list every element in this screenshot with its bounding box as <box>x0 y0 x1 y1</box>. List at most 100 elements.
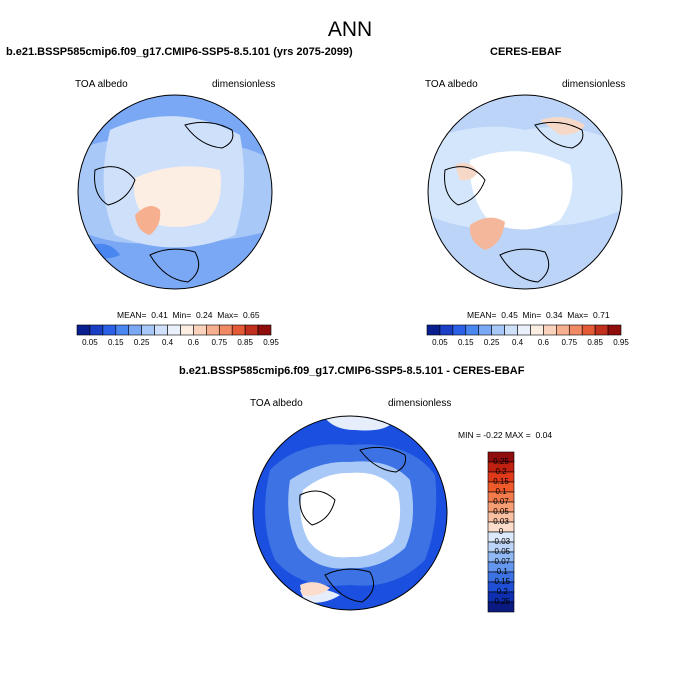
colorbar-swatch <box>141 324 155 336</box>
colorbar-swatch <box>180 324 194 336</box>
colorbar-swatch <box>89 324 104 336</box>
map1-coastlines <box>94 121 234 283</box>
colorbar-tick-label: 0.1 <box>495 487 507 496</box>
colorbar-tick-label: -0.05 <box>491 547 511 556</box>
colorbar-swatch <box>218 324 233 336</box>
colorbar-swatch <box>530 324 544 336</box>
colorbar-swatch <box>465 324 480 336</box>
map2-sea-ice <box>469 151 573 230</box>
colorbar-swatch <box>607 324 622 336</box>
colorbar-swatch <box>206 324 220 336</box>
panel1-max-label: Max= <box>217 310 239 320</box>
colorbar-tick-label: -0.25 <box>491 597 511 606</box>
colorbar-swatch <box>478 324 492 336</box>
panel1-stats: MEAN= 0.41 Min= 0.24 Max= 0.65 <box>117 310 260 320</box>
colorbar-swatch <box>504 324 518 336</box>
colorbar-swatch <box>491 324 505 336</box>
map3-sea-ice <box>300 472 401 558</box>
colorbar-swatch <box>257 324 272 336</box>
colorbar-tick-label: 0.05 <box>493 507 509 516</box>
map2-region-peach <box>455 116 585 181</box>
colorbar-swatch <box>543 324 557 336</box>
panel1-mean-label: MEAN= <box>117 310 147 320</box>
colorbar-swatch <box>102 324 117 336</box>
colorbar-tick-label: 0.6 <box>537 338 549 347</box>
colorbar-tick-label: 0.85 <box>237 338 253 347</box>
map3-coastlines <box>299 446 407 603</box>
colorbar-tick-label: 0.75 <box>211 338 228 347</box>
panel3-max-value: 0.04 <box>535 430 553 440</box>
colorbar-tick-label: 0 <box>498 527 504 536</box>
panel1-left-label: TOA albedo <box>75 79 128 90</box>
map3-region-peach <box>300 582 330 596</box>
panel2-right-label: dimensionless <box>562 79 626 90</box>
colorbar-tick-label: -0.1 <box>494 567 508 576</box>
panel3-right-label: dimensionless <box>388 398 452 409</box>
panel3-min-value: -0.22 <box>483 430 503 440</box>
colorbar-swatch <box>231 324 246 336</box>
colorbar-swatch <box>439 324 454 336</box>
colorbar-tick-label: -0.07 <box>491 557 511 566</box>
colorbar-panel1 <box>76 324 272 336</box>
colorbar-swatch <box>167 324 181 336</box>
map3 <box>252 415 448 611</box>
colorbar-tick-label: 0.25 <box>483 338 500 347</box>
colorbar-tick-label: 0.05 <box>82 338 98 347</box>
panel1-mean-value: 0.41 <box>151 310 168 320</box>
colorbar-tick-label: -0.15 <box>491 577 511 586</box>
colorbar-swatch <box>193 324 207 336</box>
colorbar-swatch <box>594 324 609 336</box>
colorbar-tick-label: 0.15 <box>493 477 509 486</box>
colorbar-tick-label: 0.05 <box>432 338 448 347</box>
map2-greenland <box>469 217 505 250</box>
colorbar-swatch <box>115 324 130 336</box>
colorbar-tick-label: 0.4 <box>161 338 174 347</box>
colorbar-tick-label: 0.85 <box>587 338 603 347</box>
colorbar-tick-label: -0.2 <box>494 587 508 596</box>
panel2-mean-label: MEAN= <box>467 310 497 320</box>
map3-border <box>252 415 448 611</box>
map1 <box>77 94 273 290</box>
colorbar-swatch <box>487 601 515 613</box>
colorbar-tick-label: 0.95 <box>263 338 279 347</box>
panel2-left-label: TOA albedo <box>425 79 478 90</box>
panel2-max-value: 0.71 <box>593 310 610 320</box>
panel3-max-label: MAX = <box>505 430 531 440</box>
panel2-min-label: Min= <box>522 310 542 320</box>
colorbar-tick-label: 0.15 <box>108 338 124 347</box>
panel1-min-label: Min= <box>172 310 192 320</box>
page-title: ANN <box>327 18 373 41</box>
panel1-right-label: dimensionless <box>212 79 276 90</box>
colorbar-swatch <box>452 324 467 336</box>
map1-border <box>77 94 273 290</box>
colorbar-tick-label: 0.2 <box>495 467 507 476</box>
panel1-min-value: 0.24 <box>195 310 213 320</box>
colorbar-tick-label: 0.15 <box>458 338 474 347</box>
panel2-title: CERES-EBAF <box>490 46 562 58</box>
map2-border <box>427 94 623 290</box>
panel1-max-value: 0.65 <box>243 310 260 320</box>
colorbar-tick-label: -0.03 <box>491 537 511 546</box>
colorbar-panel2 <box>426 324 622 336</box>
colorbar-swatch <box>76 324 91 336</box>
colorbar-tick-label: 0.95 <box>613 338 629 347</box>
colorbar-swatch <box>568 324 583 336</box>
colorbar-swatch <box>128 324 142 336</box>
panel3-left-label: TOA albedo <box>250 398 303 409</box>
colorbar-tick-label: 0.6 <box>187 338 199 347</box>
panel2-mean-value: 0.45 <box>501 310 518 320</box>
colorbar-swatch <box>556 324 570 336</box>
colorbar-tick-label: 0.75 <box>561 338 578 347</box>
colorbar-swatch <box>517 324 531 336</box>
colorbar-tick-label: 0.25 <box>493 457 509 466</box>
colorbar-tick-label: 0.25 <box>133 338 150 347</box>
colorbar-tick-label: 0.03 <box>493 517 509 526</box>
colorbar-swatch <box>154 324 168 336</box>
panel2-stats: MEAN= 0.45 Min= 0.34 Max= 0.71 <box>467 310 610 320</box>
colorbar-swatch <box>426 324 441 336</box>
colorbar-panel3 <box>487 451 515 613</box>
panel2-min-value: 0.34 <box>545 310 563 320</box>
colorbar-tick-label: 0.4 <box>511 338 524 347</box>
map1-greenland <box>135 206 161 235</box>
